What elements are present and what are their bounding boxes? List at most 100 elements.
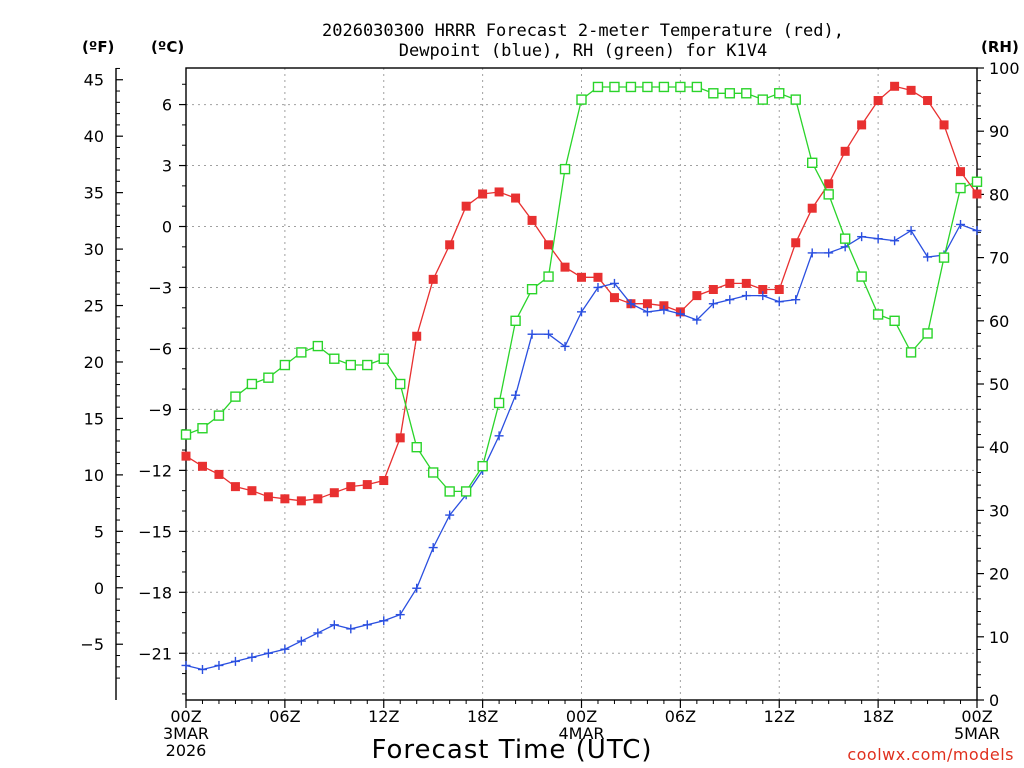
dewpoint-point (247, 652, 257, 662)
rh-point (955, 182, 966, 194)
rh-tick-label: 60 (989, 312, 1009, 331)
rh-point (444, 486, 455, 497)
rh-point (526, 284, 538, 295)
dewpoint-point (494, 431, 504, 441)
temperature-point (329, 488, 339, 498)
rh-point (757, 94, 768, 105)
rh-point (905, 347, 917, 358)
time-tick-label: 06Z (665, 707, 696, 726)
dewpoint-point (197, 665, 207, 675)
dewpoint-point (972, 226, 982, 236)
dewpoint-point (379, 616, 389, 626)
fahrenheit-tick-label: 30 (84, 240, 104, 259)
rh-point (790, 94, 801, 105)
temperature-point (230, 482, 240, 492)
rh-point (460, 486, 472, 497)
dewpoint-point (609, 278, 619, 288)
temperature-point (857, 120, 867, 130)
temperature-point (741, 278, 751, 288)
chart-title-line-1: 2026030300 HRRR Forecast 2-meter Tempera… (322, 21, 844, 41)
rh-point (263, 372, 274, 383)
dewpoint-point (280, 644, 290, 654)
rh-point (839, 233, 851, 244)
time-tick-label: 4MAR (558, 724, 604, 743)
dewpoint-point (906, 226, 916, 236)
fahrenheit-tick-label: 0 (94, 579, 104, 598)
rh-tick-label: 30 (989, 501, 1009, 520)
temperature-point (956, 167, 966, 177)
rh-point (642, 81, 653, 93)
time-tick-label: 12Z (764, 707, 795, 726)
rh-point (477, 460, 488, 472)
rh-point (246, 378, 258, 390)
temperature-point (725, 278, 735, 288)
rh-point (411, 442, 422, 453)
temperature-point (642, 299, 652, 309)
rh-point (576, 94, 587, 105)
rh-point (427, 467, 439, 478)
dewpoint-point (642, 307, 652, 317)
temperature-point (247, 486, 257, 496)
dewpoint-point (313, 628, 323, 638)
rh-point (510, 315, 521, 326)
temperature-point (791, 238, 801, 248)
temperature-point (923, 96, 933, 106)
rh-point (543, 271, 554, 282)
dewpoint-point (214, 660, 224, 670)
celsius-tick-label: 0 (162, 218, 172, 237)
dewpoint-point (428, 543, 438, 553)
temperature-point (445, 240, 455, 250)
dewpoint-point (577, 307, 586, 317)
time-tick-label: 00Z (170, 707, 201, 726)
time-tick-label: 06Z (269, 707, 300, 726)
rh-point (774, 88, 785, 99)
temperature-point (873, 96, 883, 106)
dewpoint-point (263, 648, 273, 658)
rh-point (609, 81, 620, 93)
temperature-point (181, 451, 191, 461)
dewpoint-point (758, 291, 768, 301)
dewpoint-point (230, 656, 240, 666)
source-credit: coolwx.com/models (847, 745, 1014, 764)
rh-point (345, 359, 356, 371)
dewpoint-point (412, 583, 422, 593)
dewpoint-point (692, 315, 702, 325)
fahrenheit-tick-label: 45 (84, 71, 104, 90)
fahrenheit-tick-label: 40 (84, 127, 104, 146)
rh-point (889, 315, 900, 326)
dewpoint-point (544, 329, 554, 339)
celsius-tick-label: −6 (148, 339, 172, 358)
rh-tick-label: 70 (989, 249, 1009, 268)
celsius-unit-label: (ºC) (151, 38, 184, 56)
dewpoint-point (659, 305, 669, 315)
dewpoint-point (807, 248, 817, 258)
fahrenheit-tick-label: 5 (94, 522, 104, 541)
temperature-point (527, 215, 537, 225)
celsius-tick-label: −12 (138, 461, 172, 480)
time-tick-label: 18Z (467, 707, 498, 726)
rh-point (658, 81, 670, 93)
fahrenheit-tick-label: 20 (84, 353, 104, 372)
temperature-point (511, 193, 521, 203)
dewpoint-point (857, 232, 867, 242)
time-tick-label: 00Z (961, 707, 992, 726)
rh-axis: 0 10 20 30 40 50 60 70 80 90 100 (977, 59, 1020, 710)
plot-frame (185, 67, 978, 701)
celsius-tick-label: −9 (148, 400, 172, 419)
temperature-point (494, 187, 504, 197)
rh-tick-label: 40 (989, 438, 1009, 457)
rh-point (395, 378, 406, 390)
rh-point (741, 88, 752, 99)
temperature-point (824, 179, 834, 189)
temperature-point (280, 494, 290, 504)
temperature-point (461, 201, 471, 211)
rh-point (938, 252, 950, 263)
temperature-point (478, 189, 488, 199)
temperature-point (708, 285, 718, 295)
temperature-point (560, 262, 570, 272)
rh-point (872, 309, 884, 320)
rh-point (180, 429, 192, 440)
rh-unit-label: (RH) (981, 38, 1019, 56)
fahrenheit-tick-label: 35 (84, 184, 104, 203)
